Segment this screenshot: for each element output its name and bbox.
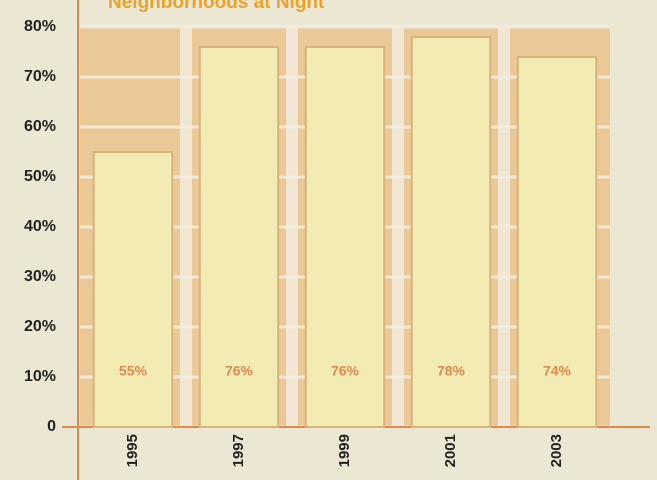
y-tick-label: 30%: [24, 268, 56, 285]
x-tick-label: 1997: [230, 434, 247, 467]
y-tick-label: 40%: [24, 218, 56, 235]
y-tick-label: 60%: [24, 118, 56, 135]
y-tick-label: 50%: [24, 168, 56, 185]
y-tick-label: 70%: [24, 68, 56, 85]
x-tick-label: 1995: [124, 434, 141, 467]
value-label: 76%: [331, 363, 360, 379]
x-tick-label: 2003: [548, 434, 565, 467]
bar: [410, 36, 492, 428]
y-tick-label: 80%: [24, 18, 56, 35]
bar: [198, 46, 280, 428]
x-tick-label: 2001: [442, 434, 459, 467]
value-label: 55%: [119, 363, 148, 379]
bar: [304, 46, 386, 428]
y-tick-label: 20%: [24, 318, 56, 335]
chart-title: Neighborhoods at Night: [108, 0, 325, 13]
value-label: 78%: [437, 363, 466, 379]
bar: [92, 151, 174, 428]
y-tick-label: 0: [47, 418, 56, 435]
value-label: 76%: [225, 363, 254, 379]
y-tick-label: 10%: [24, 368, 56, 385]
bar: [516, 56, 598, 428]
value-label: 74%: [543, 363, 572, 379]
x-tick-label: 1999: [336, 434, 353, 467]
